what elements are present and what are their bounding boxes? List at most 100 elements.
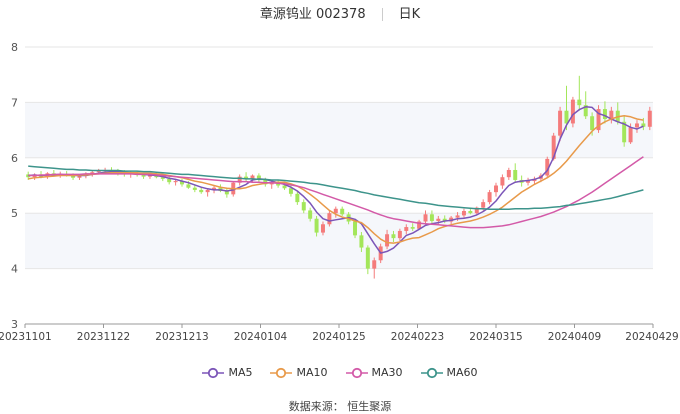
candle [327,210,332,227]
candle [410,223,415,231]
legend: MA5 MA10 MA30 MA60 [0,366,680,382]
legend-label: MA60 [446,366,478,379]
y-tick-label: 4 [11,263,18,276]
candle-body [192,187,197,190]
x-axis: 20231101 20231122 20231213 20240104 20240125… [0,323,679,343]
candle-body [577,99,582,106]
band [25,102,653,158]
candle-body [545,158,550,176]
candle-body [410,227,415,229]
x-tick-label: 20240125 [312,331,365,343]
candle-body [628,127,633,143]
candle [372,257,377,279]
candle [301,199,306,214]
candle-body [359,235,364,248]
candle-body [404,227,409,231]
candle-body [397,230,402,239]
candle-body [436,218,441,221]
candle-body [461,210,466,216]
candle [513,163,518,183]
candles [26,75,652,279]
candle [205,188,210,197]
x-tick-label: 20240429 [625,331,678,343]
y-tick-label: 7 [11,96,18,109]
candle [494,182,498,197]
candle-body [333,208,338,214]
y-axis: 3 4 5 6 7 8 [11,41,18,331]
candle-body [526,181,531,183]
candle [564,85,569,131]
candle-body [288,188,293,194]
candle-body [77,175,82,178]
legend-item-ma60[interactable]: MA60 [420,366,478,379]
legend-marker-icon [202,367,225,378]
candle [609,106,614,124]
legend-item-ma5[interactable]: MA5 [202,366,252,379]
candle [359,232,364,252]
grid-lines [25,46,653,325]
candle-body [385,234,390,247]
candle [570,96,575,128]
candle-body [96,171,101,173]
candle [314,215,319,237]
x-tick-label: 20231122 [77,331,130,343]
legend-label: MA5 [228,366,253,379]
candle [333,206,338,218]
candle-body [609,110,614,120]
candle [397,228,402,241]
candle-body [276,183,281,186]
candle [647,106,652,131]
candle [256,173,261,183]
y-tick-label: 8 [11,41,18,54]
legend-marker-icon [420,367,443,378]
candle-body [500,177,505,186]
period-label: 日K [398,7,421,22]
candle-body [173,181,178,183]
candle-body [513,169,518,180]
candle-body [269,183,274,185]
candle [474,206,479,216]
background-bands [25,102,653,269]
x-tick-label: 20240409 [548,331,601,343]
candle [417,219,422,230]
chart-header: 章源钨业 002378 日K [0,4,680,26]
candle-body [570,99,575,124]
candle-body [564,110,569,124]
candle-body [314,218,319,233]
candle [622,116,627,147]
candle-body [141,174,146,177]
candle [180,178,184,187]
candle [461,208,466,218]
candle-body [423,214,428,222]
candle [423,210,428,225]
candle-body [301,202,306,211]
candle [429,210,434,224]
candle-body [596,109,601,131]
candle-body [372,260,377,269]
candle [506,167,511,180]
candle [308,207,313,222]
candle [365,245,370,275]
candle-body [558,110,563,136]
legend-item-ma10[interactable]: MA10 [270,366,328,379]
y-tick-label: 5 [11,207,18,220]
ma60-line [28,165,644,211]
candle-body [494,185,498,193]
candle-body [602,109,607,120]
candle-body [167,178,172,183]
candle-body [647,110,652,127]
legend-item-ma30[interactable]: MA30 [345,366,403,379]
candle-body [429,214,434,221]
x-tick-label: 20231101 [0,331,52,343]
candle-body [455,215,460,218]
candle [602,101,607,124]
candle-body [212,187,217,190]
candle-body [71,175,76,178]
candle [353,218,358,239]
header-separator [381,8,383,21]
candle-body [250,175,255,179]
candle-body [199,189,204,193]
candle [340,206,345,216]
candle-body [256,175,261,180]
